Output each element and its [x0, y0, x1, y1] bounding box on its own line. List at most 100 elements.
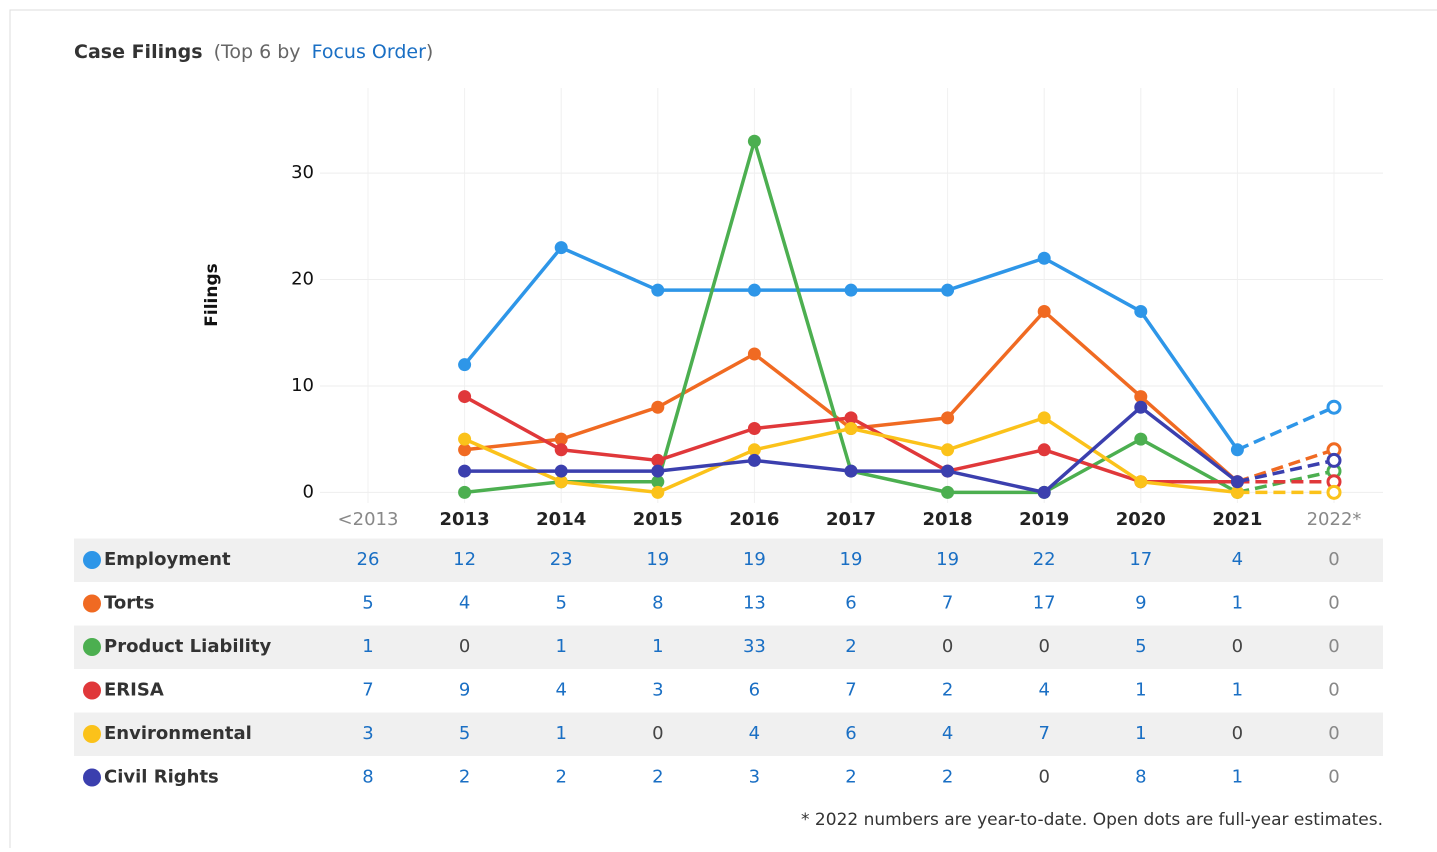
point: [458, 485, 472, 499]
point: [554, 475, 568, 489]
table-cell: 8: [1135, 767, 1146, 788]
table-cell: 9: [459, 680, 470, 701]
point: [747, 422, 761, 436]
point: [941, 464, 955, 478]
point: [651, 475, 665, 489]
legend-dot: [83, 638, 101, 656]
table-cell: 33: [743, 636, 766, 657]
table-cell: 26: [357, 549, 380, 570]
legend-dot: [83, 725, 101, 743]
point: [1134, 390, 1148, 404]
point: [554, 443, 568, 457]
y-tick-label: 20: [291, 269, 314, 290]
x-tick-label: 2017: [826, 509, 876, 530]
x-tick-label: 2015: [633, 509, 683, 530]
point: [941, 443, 955, 457]
table-cell: 19: [646, 549, 669, 570]
table-cell: 0: [1038, 636, 1049, 657]
x-tick-label: 2021: [1212, 509, 1262, 530]
legend-label: ERISA: [104, 680, 164, 701]
table-cell: 2: [942, 767, 953, 788]
estimate-line: [1237, 458, 1335, 484]
legend-label: Environmental: [104, 723, 252, 744]
point: [1037, 411, 1051, 425]
subtitle: (Top 6 by: [214, 41, 301, 63]
legend-dot: [83, 594, 101, 613]
point: [1134, 304, 1148, 318]
point: [651, 453, 665, 467]
table-cell: 8: [652, 593, 663, 614]
table-cell: 1: [555, 723, 566, 744]
point: [1230, 443, 1244, 457]
table-cell: 3: [652, 680, 663, 701]
point: [1037, 443, 1051, 457]
point: [941, 411, 955, 425]
table-cell: 0: [1038, 767, 1049, 788]
point: [747, 443, 761, 457]
table-cell: 0: [1232, 723, 1243, 744]
legend-label: Civil Rights: [104, 767, 219, 788]
table-cell: 12: [453, 549, 476, 570]
point: [554, 464, 568, 478]
table-cell: 0: [652, 723, 663, 744]
table-cell: 0: [1328, 636, 1339, 657]
table-cell: 0: [1328, 680, 1339, 701]
point: [844, 464, 858, 478]
x-tick-label: 2013: [440, 509, 490, 530]
table-cell: 19: [840, 549, 863, 570]
point: [1037, 251, 1051, 265]
table-row-bg: [74, 625, 1383, 669]
point: [844, 283, 858, 297]
point: [458, 390, 472, 404]
table-cell: 1: [555, 636, 566, 657]
point: [941, 485, 955, 499]
table-cell: 23: [550, 549, 573, 570]
x-tick-label: 2022*: [1307, 509, 1362, 530]
x-tick-label: 2014: [536, 509, 586, 530]
table-cell: 6: [845, 723, 856, 744]
table-cell: 19: [936, 549, 959, 570]
table-cell: 3: [362, 723, 373, 744]
estimate-point: [1326, 484, 1342, 500]
table-cell: 2: [459, 767, 470, 788]
point: [458, 464, 472, 478]
point: [458, 432, 472, 446]
focus-order-link[interactable]: Focus Order: [312, 41, 426, 63]
table-cell: 0: [1328, 723, 1339, 744]
table-cell: 9: [1135, 593, 1146, 614]
table-cell: 1: [1232, 680, 1243, 701]
table-cell: 7: [845, 680, 856, 701]
table-row-bg: [74, 538, 1383, 582]
point: [554, 241, 568, 255]
table-row-bg: [74, 712, 1383, 756]
y-tick-label: 10: [291, 375, 314, 396]
table-cell: 0: [1328, 593, 1339, 614]
table-cell: 2: [845, 767, 856, 788]
point: [1037, 485, 1051, 499]
table-cell: 8: [362, 767, 373, 788]
table-cell: 4: [749, 723, 760, 744]
point: [1134, 432, 1148, 446]
point: [458, 358, 472, 372]
x-tick-label: 2018: [923, 509, 973, 530]
table-cell: 0: [1328, 549, 1339, 570]
estimate-point: [1326, 452, 1342, 468]
point: [458, 443, 472, 457]
footnote: * 2022 numbers are year-to-date. Open do…: [801, 810, 1383, 830]
point: [747, 134, 761, 148]
point: [1230, 475, 1244, 489]
point: [651, 283, 665, 297]
table-cell: 5: [1135, 636, 1146, 657]
point: [747, 283, 761, 297]
table-cell: 17: [1033, 593, 1056, 614]
table-cell: 5: [459, 723, 470, 744]
table-cell: 5: [362, 593, 373, 614]
point: [844, 422, 858, 436]
table-cell: 17: [1129, 549, 1152, 570]
table-cell: 0: [1232, 636, 1243, 657]
table-cell: 2: [942, 680, 953, 701]
point: [1037, 304, 1051, 318]
legend-dot: [83, 681, 101, 700]
table-cell: 19: [743, 549, 766, 570]
